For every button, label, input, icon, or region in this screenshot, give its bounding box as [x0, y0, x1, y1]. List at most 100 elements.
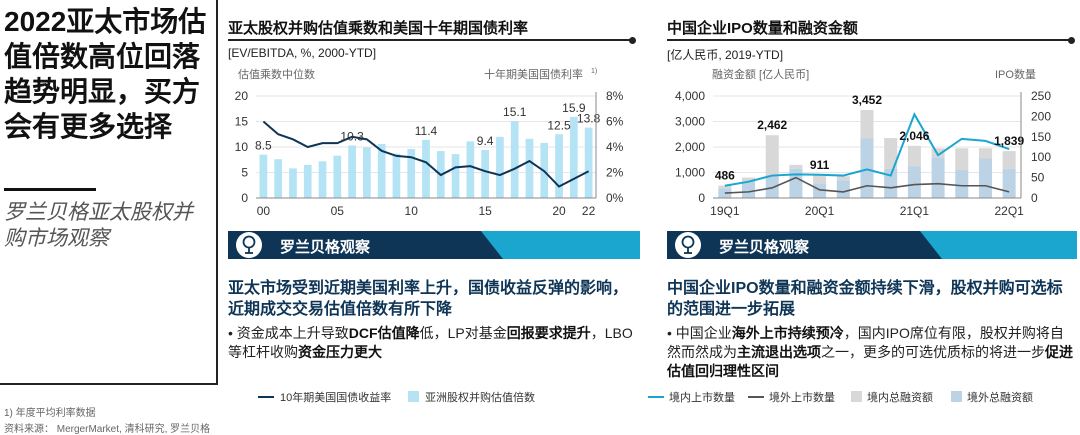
panel1-banner: 罗兰贝格观察 [228, 231, 640, 259]
panel1-banner-dark [228, 231, 503, 259]
x-tick-label: 19Q1 [710, 204, 740, 218]
panel1-part-3: 回报要求提升 [506, 325, 591, 341]
legend-bar-swatch [408, 391, 419, 402]
bullet-dot: • [228, 325, 237, 341]
bar [318, 161, 327, 198]
panel2-banner: 罗兰贝格观察 [667, 231, 1077, 259]
panel1-part-1: DCF估值降 [348, 325, 420, 341]
bar-domestic-amount [860, 138, 874, 198]
horizontal-divider [0, 383, 218, 385]
legend-item-overseas-amount: 境外总融资额 [967, 392, 1033, 404]
bar [422, 139, 430, 198]
panel1-subtitle: [EV/EBITDA, %, 2000-YTD] [228, 46, 377, 60]
bar [481, 150, 489, 198]
bar-data-label: 11.4 [415, 124, 438, 138]
bar-domestic-amount [789, 168, 803, 198]
y-tick-label-left: 15 [235, 115, 249, 129]
x-tick-label: 10 [405, 204, 419, 218]
bar [259, 154, 268, 198]
panel1-chart: 估值乘数中位数 十年期美国国债利率 1) 8.5 10.3 11.4 9.4 15.1 1… [235, 67, 624, 218]
bar-domestic-amount [765, 175, 779, 198]
y-tick-label-left: 0 [698, 191, 705, 205]
panel2-part-1: 海外上市持续预冷 [731, 325, 844, 341]
title-divider [4, 188, 96, 191]
bar-domestic-amount [907, 166, 921, 198]
panel2-part-5: 促进估值回归理性区间 [667, 344, 1073, 379]
total-data-label: 1,839 [994, 134, 1024, 148]
panel1-rule [228, 39, 632, 41]
footnote: 1) 年度平均利率数据 [4, 408, 96, 419]
total-data-label: 2,462 [757, 118, 787, 132]
bar-overseas-amount [742, 177, 756, 182]
y-tick-label-left: 1,000 [675, 166, 705, 180]
domestic-count-line [724, 112, 1010, 187]
y-tick-label-right: 150 [1031, 130, 1051, 144]
panel1-part-2: 低，LP对基金 [419, 325, 507, 341]
panel1-headline: 亚太市场受到近期美国利率上升，国债收益反弹的影响，近期成交交易估值倍数有所下降 [228, 280, 629, 318]
tree-icon [675, 232, 701, 258]
bar [392, 153, 401, 198]
bar [289, 168, 297, 198]
bar-overseas-amount [955, 148, 969, 170]
bar-overseas-amount [884, 138, 898, 169]
bar-overseas-amount [718, 185, 732, 189]
panel1-banner-label: 罗兰贝格观察 [280, 239, 371, 256]
y-tick-label-left: 5 [241, 166, 248, 180]
y-tick-label-right: 8% [606, 89, 624, 103]
bullet-dot: • [667, 325, 676, 341]
bar [348, 145, 356, 198]
y-tick-label-left: 2,000 [675, 140, 705, 154]
bar [333, 155, 342, 198]
panel1-part-4: ，LBO等杠杆收购 [228, 325, 633, 360]
bar-domestic-amount [978, 158, 992, 198]
bar [303, 164, 312, 198]
legend-overseas-count-swatch [748, 396, 764, 398]
bar-data-label: 15.1 [503, 105, 527, 119]
x-tick-label: 21Q1 [900, 204, 930, 218]
bar [584, 127, 593, 198]
legend-line-swatch [258, 396, 274, 398]
x-tick-label: 15 [478, 204, 492, 218]
yield-line [262, 120, 590, 188]
x-tick-label: 00 [257, 204, 271, 218]
panel2-left-axis-label: 融资金额 [亿人民币] [712, 67, 809, 81]
bar-overseas-amount [907, 145, 921, 167]
y-tick-label-right: 6% [606, 115, 624, 129]
panel2-rule [667, 39, 1071, 41]
legend-domestic-count-swatch [648, 396, 664, 398]
panel2-bullet-text: 中国企业海外上市持续预冷，国内IPO席位有限，股权并购将自然而然成为主流退出选项… [667, 325, 1073, 379]
vertical-divider [216, 0, 218, 384]
panel2-rule-dot [1068, 37, 1075, 44]
x-tick-label: 20 [552, 204, 566, 218]
panel2-title: 中国企业IPO数量和融资金额 [667, 20, 858, 37]
panel2-bullet: • 中国企业海外上市持续预冷，国内IPO席位有限，股权并购将自然而然成为主流退出… [667, 324, 1075, 381]
y-tick-label-right: 50 [1031, 171, 1045, 185]
panel1-part-0: 资金成本上升导致 [236, 325, 349, 341]
y-tick-label-right: 4% [606, 140, 624, 154]
bar-domestic-amount [836, 180, 850, 198]
panel1-bullet: • 资金成本上升导致DCF估值降低，LP对基金回报要求提升，LBO等杠杆收购资金… [228, 324, 640, 362]
bar-overseas-amount [860, 109, 874, 139]
bar [274, 159, 283, 198]
panel2-banner-label: 罗兰贝格观察 [719, 239, 810, 256]
bar-domestic-amount [884, 168, 898, 198]
y-tick-label-left: 10 [235, 140, 249, 154]
y-tick-label-left: 20 [235, 89, 249, 103]
x-tick-label: 20Q1 [805, 204, 835, 218]
bar [525, 138, 534, 198]
bar [466, 141, 475, 198]
total-data-label: 911 [810, 158, 830, 172]
legend-item-domestic-amount: 境内总融资额 [867, 392, 933, 404]
panel1-left-axis-label: 估值乘数中位数 [238, 67, 315, 81]
panel1-right-axis-footnote-mark: 1) [591, 68, 597, 75]
bar [496, 136, 504, 198]
panel2-part-3: 主流退出选项 [737, 344, 821, 360]
bar [451, 154, 460, 198]
legend-item-overseas-count: 境外上市数量 [769, 392, 835, 404]
legend-item-domestic-count: 境内上市数量 [669, 392, 735, 404]
y-tick-label-right: 2% [606, 166, 624, 180]
panel1-bullet-text: 资金成本上升导致DCF估值降低，LP对基金回报要求提升，LBO等杠杆收购资金压力… [228, 325, 633, 360]
overseas-count-line [724, 176, 1010, 194]
y-tick-label-right: 250 [1031, 89, 1051, 103]
bar-data-label: 9.4 [477, 134, 494, 148]
